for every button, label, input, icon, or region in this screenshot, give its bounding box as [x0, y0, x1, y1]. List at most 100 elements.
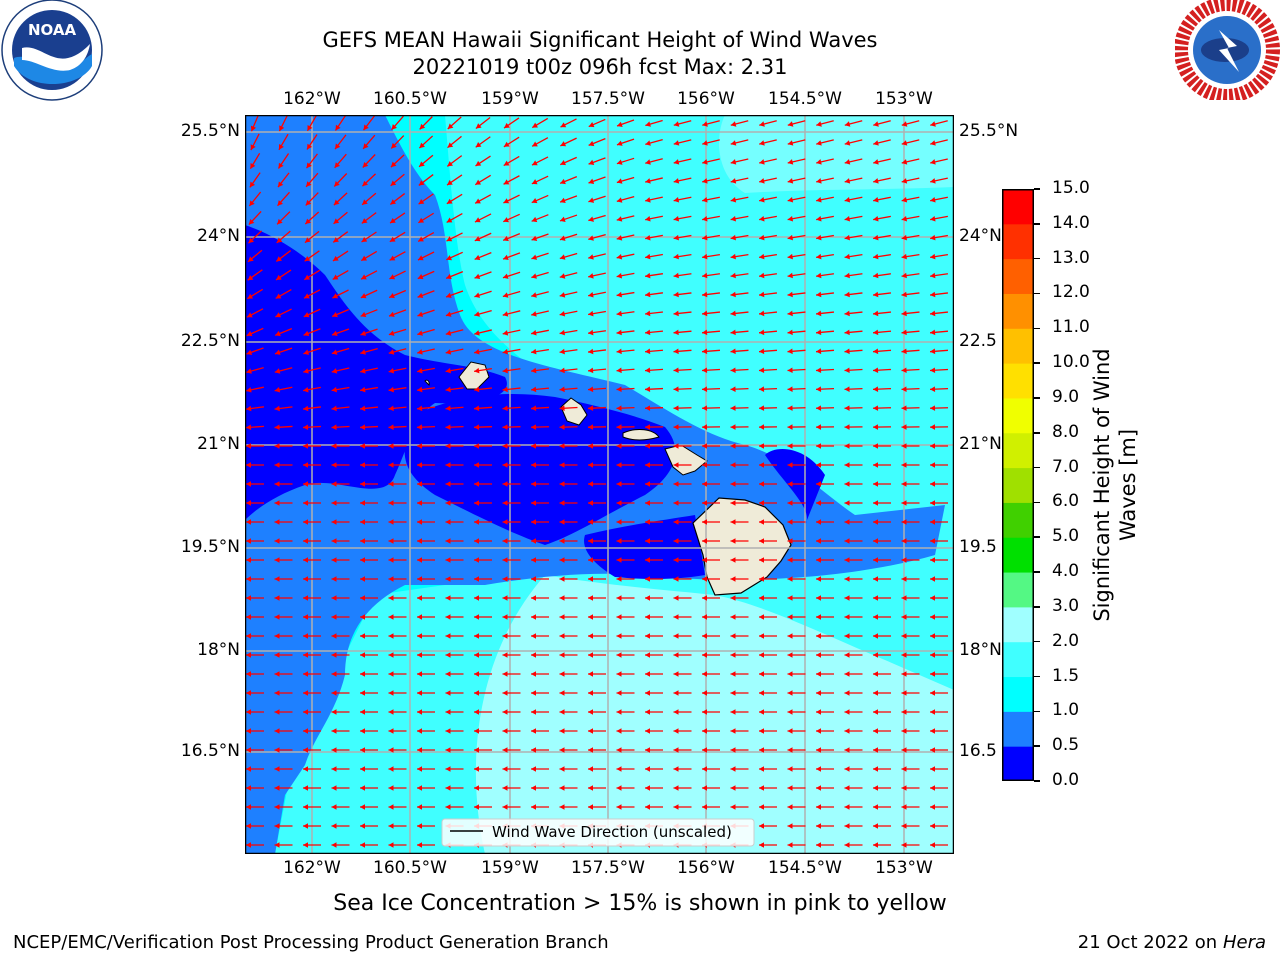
wind-wave-arrow [616, 157, 635, 165]
wind-wave-arrow [274, 804, 293, 810]
wind-wave-arrow [702, 557, 720, 563]
wind-wave-arrow [417, 614, 435, 620]
wind-wave-arrow [503, 175, 520, 185]
wind-wave-arrow [673, 671, 692, 677]
wind-wave-arrow [929, 424, 949, 430]
colorbar-tick-mark [1034, 327, 1040, 330]
chart-title-line2: 20221019 t00z 096h fcst Max: 2.31 [412, 55, 788, 79]
wind-wave-arrow [673, 310, 692, 317]
colorbar-swatch [1002, 537, 1034, 573]
wind-wave-arrow [417, 309, 435, 317]
wind-wave-arrow [844, 614, 863, 620]
wind-wave-arrow [331, 709, 350, 715]
wind-wave-arrow [361, 173, 377, 187]
wind-wave-arrow [730, 405, 749, 411]
wind-wave-arrow [616, 462, 635, 468]
colorbar-tick-mark [1034, 466, 1040, 469]
wind-wave-arrow [759, 652, 777, 658]
wind-wave-arrow [475, 155, 491, 167]
wind-wave-arrow [274, 424, 293, 431]
wind-wave-arrow [418, 193, 434, 205]
wind-wave-arrow [588, 652, 606, 658]
wind-wave-arrow [673, 690, 692, 696]
wind-wave-arrow [730, 348, 749, 355]
wind-wave-arrow [844, 177, 863, 184]
wind-wave-arrow [388, 823, 407, 829]
wind-wave-arrow [929, 386, 949, 392]
wind-wave-arrow [531, 329, 549, 336]
wind-wave-arrow [588, 614, 606, 620]
wind-wave-arrow [673, 253, 692, 260]
wind-wave-arrow [645, 690, 663, 696]
wind-wave-arrow [474, 174, 492, 186]
wind-wave-arrow [673, 272, 692, 279]
wind-wave-arrow [474, 329, 492, 336]
wind-wave-arrow [673, 633, 692, 639]
wind-wave-arrow [274, 576, 293, 582]
wind-wave-arrow [303, 347, 321, 355]
wind-wave-arrow [930, 158, 948, 165]
wind-wave-arrow [246, 347, 264, 355]
wind-wave-arrow [246, 500, 264, 506]
footer-right: 21 Oct 2022 on Hera [1078, 932, 1266, 953]
wind-wave-arrow [388, 766, 407, 772]
wind-wave-arrow [645, 652, 663, 658]
wind-wave-arrow [930, 215, 948, 222]
wind-wave-arrow [702, 709, 720, 715]
wind-wave-arrow [759, 766, 777, 772]
wind-wave-arrow [759, 158, 777, 165]
wind-wave-arrow [702, 633, 720, 639]
wind-wave-arrow [388, 424, 407, 430]
wind-wave-arrow [730, 139, 749, 146]
wind-wave-arrow [730, 424, 749, 430]
colorbar-tick-mark [1034, 397, 1040, 399]
wind-wave-arrow [901, 690, 920, 696]
wind-wave-arrow [559, 576, 578, 582]
wind-wave-arrow [502, 595, 521, 601]
wind-wave-arrow [559, 557, 578, 563]
wind-wave-arrow [787, 766, 806, 772]
wind-wave-arrow [644, 348, 664, 355]
wind-wave-arrow [701, 310, 721, 317]
wind-wave-arrow [531, 557, 549, 563]
wind-wave-arrow [730, 196, 749, 203]
wind-wave-arrow [278, 115, 289, 132]
wind-wave-arrow [930, 728, 948, 734]
wind-wave-arrow [388, 386, 407, 393]
wind-wave-arrow [844, 633, 863, 639]
wind-wave-arrow [587, 386, 607, 393]
wind-wave-arrow [560, 156, 577, 166]
wind-wave-arrow [930, 671, 948, 677]
wind-wave-arrow [787, 728, 806, 734]
wind-wave-arrow [844, 462, 863, 468]
wind-wave-arrow [246, 614, 264, 620]
wind-wave-arrow [388, 804, 407, 810]
colorbar-swatch [1002, 363, 1034, 399]
wind-wave-arrow [445, 690, 464, 696]
lon-tick-label-top: 154.5°W [768, 89, 842, 109]
wind-wave-arrow [873, 538, 891, 544]
wind-wave-arrow [730, 272, 749, 279]
footer-host: Hera [1222, 932, 1266, 953]
wind-wave-arrow [872, 348, 892, 355]
wind-wave-arrow [559, 214, 578, 222]
footer-left: NCEP/EMC/Verification Post Processing Pr… [13, 932, 609, 953]
wind-wave-arrow [559, 804, 578, 810]
wind-wave-arrow [873, 785, 891, 791]
wind-wave-arrow [730, 158, 749, 165]
wind-wave-arrow [360, 785, 378, 791]
wind-wave-arrow [816, 823, 834, 829]
wind-wave-arrow [873, 443, 891, 449]
wind-wave-arrow [361, 231, 377, 243]
wind-wave-arrow [759, 557, 777, 563]
wind-wave-arrow [502, 405, 521, 412]
wind-wave-arrow [673, 234, 692, 241]
wind-wave-arrow [588, 195, 606, 203]
wind-wave-arrow [531, 233, 549, 241]
wind-wave-arrow [333, 192, 348, 206]
colorbar-tick-label: 8.0 [1052, 421, 1080, 442]
wind-wave-arrow [787, 196, 806, 203]
colorbar-title: Significant Height of Wind Waves [m] [1089, 348, 1141, 621]
wind-wave-arrow [446, 155, 463, 167]
lon-tick-label-bottom: 159°W [481, 858, 539, 878]
